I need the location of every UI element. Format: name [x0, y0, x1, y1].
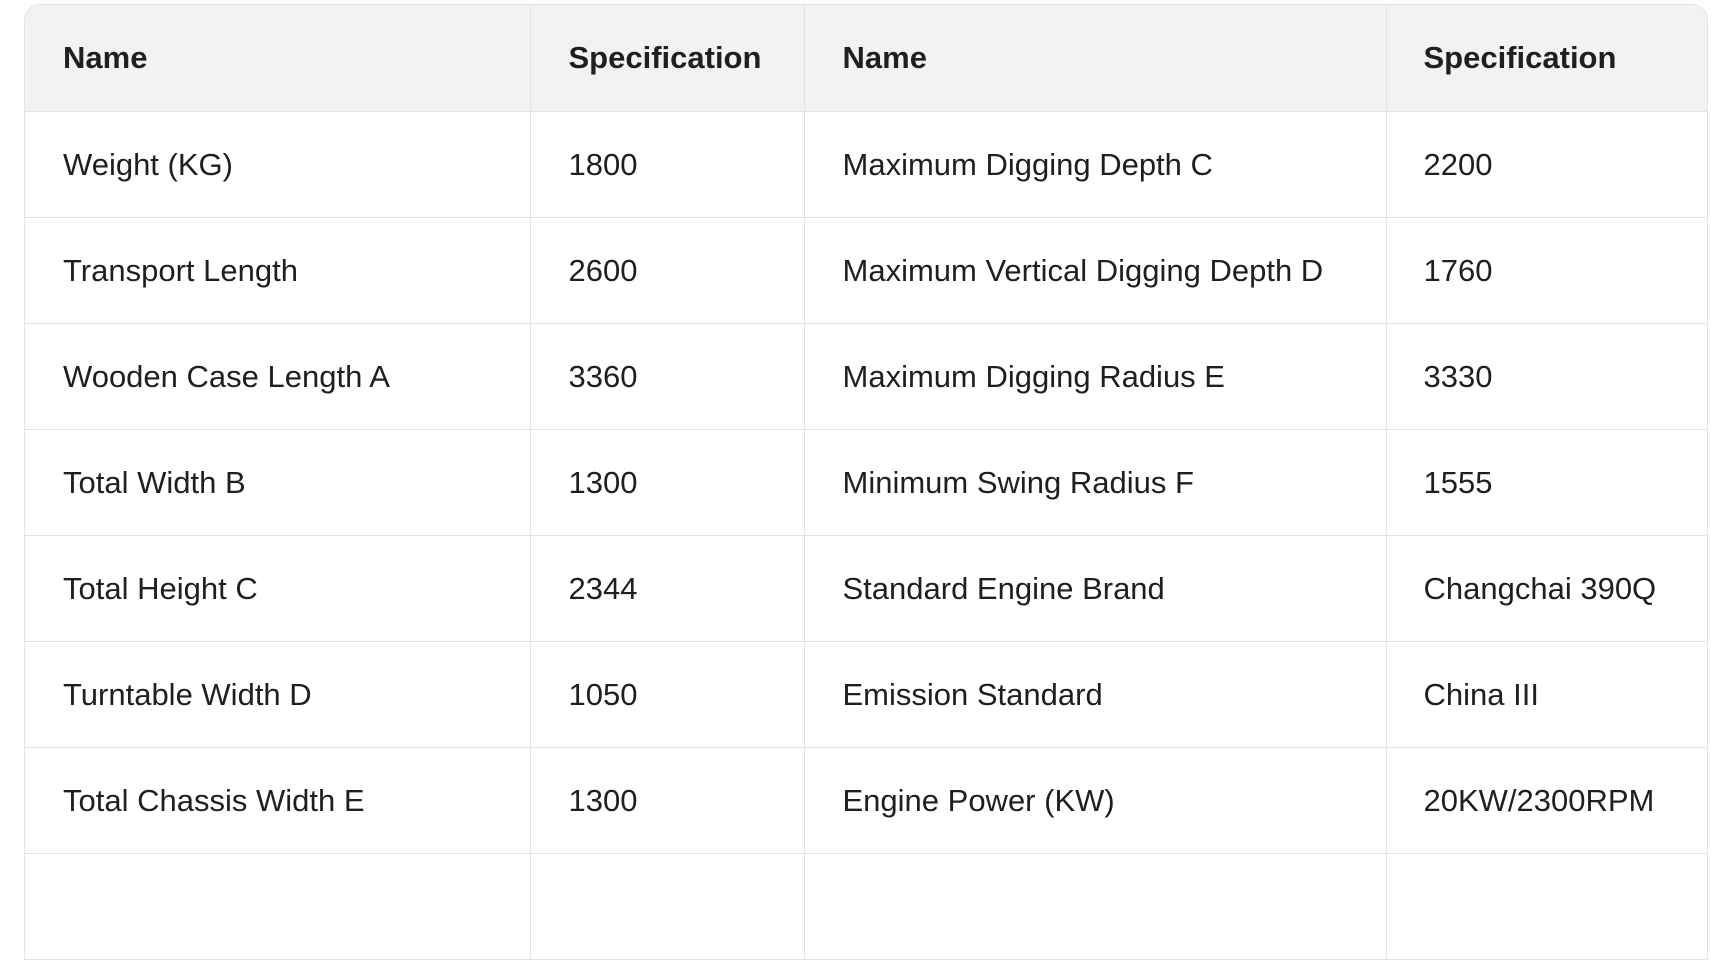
empty-cell: [804, 853, 1387, 960]
table-cell: Turntable Width D: [25, 641, 531, 748]
table-cell: China III: [1386, 641, 1707, 748]
table-cell: 20KW/2300RPM: [1386, 747, 1707, 854]
table-row: Transport Length 2600 Maximum Vertical Dig…: [25, 217, 1707, 324]
table-row: Weight (KG) 1800 Maximum Digging Depth C 22…: [25, 111, 1707, 218]
spec-table: Name Specification Name Specification Weigh…: [25, 5, 1707, 960]
empty-cell: [1386, 853, 1707, 960]
header-cell: Specification: [1386, 5, 1707, 112]
table-cell: 1050: [530, 641, 805, 748]
table-cell: Emission Standard: [804, 641, 1387, 748]
empty-cell: [530, 853, 805, 960]
table-cell: Total Height C: [25, 535, 531, 642]
table-cell: Maximum Digging Radius E: [804, 323, 1387, 430]
table-cell: Total Width B: [25, 429, 531, 536]
table-cell: 2200: [1386, 111, 1707, 218]
table-cell: Standard Engine Brand: [804, 535, 1387, 642]
table-row: Total Height C 2344 Standard Engine Brand C…: [25, 535, 1707, 642]
spec-table-container: Name Specification Name Specification Weigh…: [24, 4, 1708, 960]
table-cell: 2600: [530, 217, 805, 324]
table-row: Turntable Width D 1050 Emission Standard Ch…: [25, 641, 1707, 748]
table-cell: 1555: [1386, 429, 1707, 536]
table-cell: Total Chassis Width E: [25, 747, 531, 854]
table-cell: Changchai 390Q: [1386, 535, 1707, 642]
table-cell: 1800: [530, 111, 805, 218]
table-row: [25, 853, 1707, 960]
table-cell: Minimum Swing Radius F: [804, 429, 1387, 536]
table-cell: Maximum Digging Depth C: [804, 111, 1387, 218]
table-row: Total Chassis Width E 1300 Engine Power (K…: [25, 747, 1707, 854]
table-cell: Transport Length: [25, 217, 531, 324]
page: Name Specification Name Specification Weigh…: [24, 4, 1708, 960]
table-cell: Maximum Vertical Digging Depth D: [804, 217, 1387, 324]
empty-cell: [25, 853, 531, 960]
table-cell: 1760: [1386, 217, 1707, 324]
table-cell: 1300: [530, 747, 805, 854]
header-cell: Name: [804, 5, 1387, 112]
header-cell: Name: [25, 5, 531, 112]
table-row: Wooden Case Length A 3360 Maximum Digging …: [25, 323, 1707, 430]
header-row: Name Specification Name Specification: [25, 5, 1707, 112]
table-cell: 3360: [530, 323, 805, 430]
table-cell: Engine Power (KW): [804, 747, 1387, 854]
table-cell: 1300: [530, 429, 805, 536]
header-cell: Specification: [530, 5, 805, 112]
table-cell: 3330: [1386, 323, 1707, 430]
table-cell: Weight (KG): [25, 111, 531, 218]
table-cell: 2344: [530, 535, 805, 642]
table-cell: Wooden Case Length A: [25, 323, 531, 430]
